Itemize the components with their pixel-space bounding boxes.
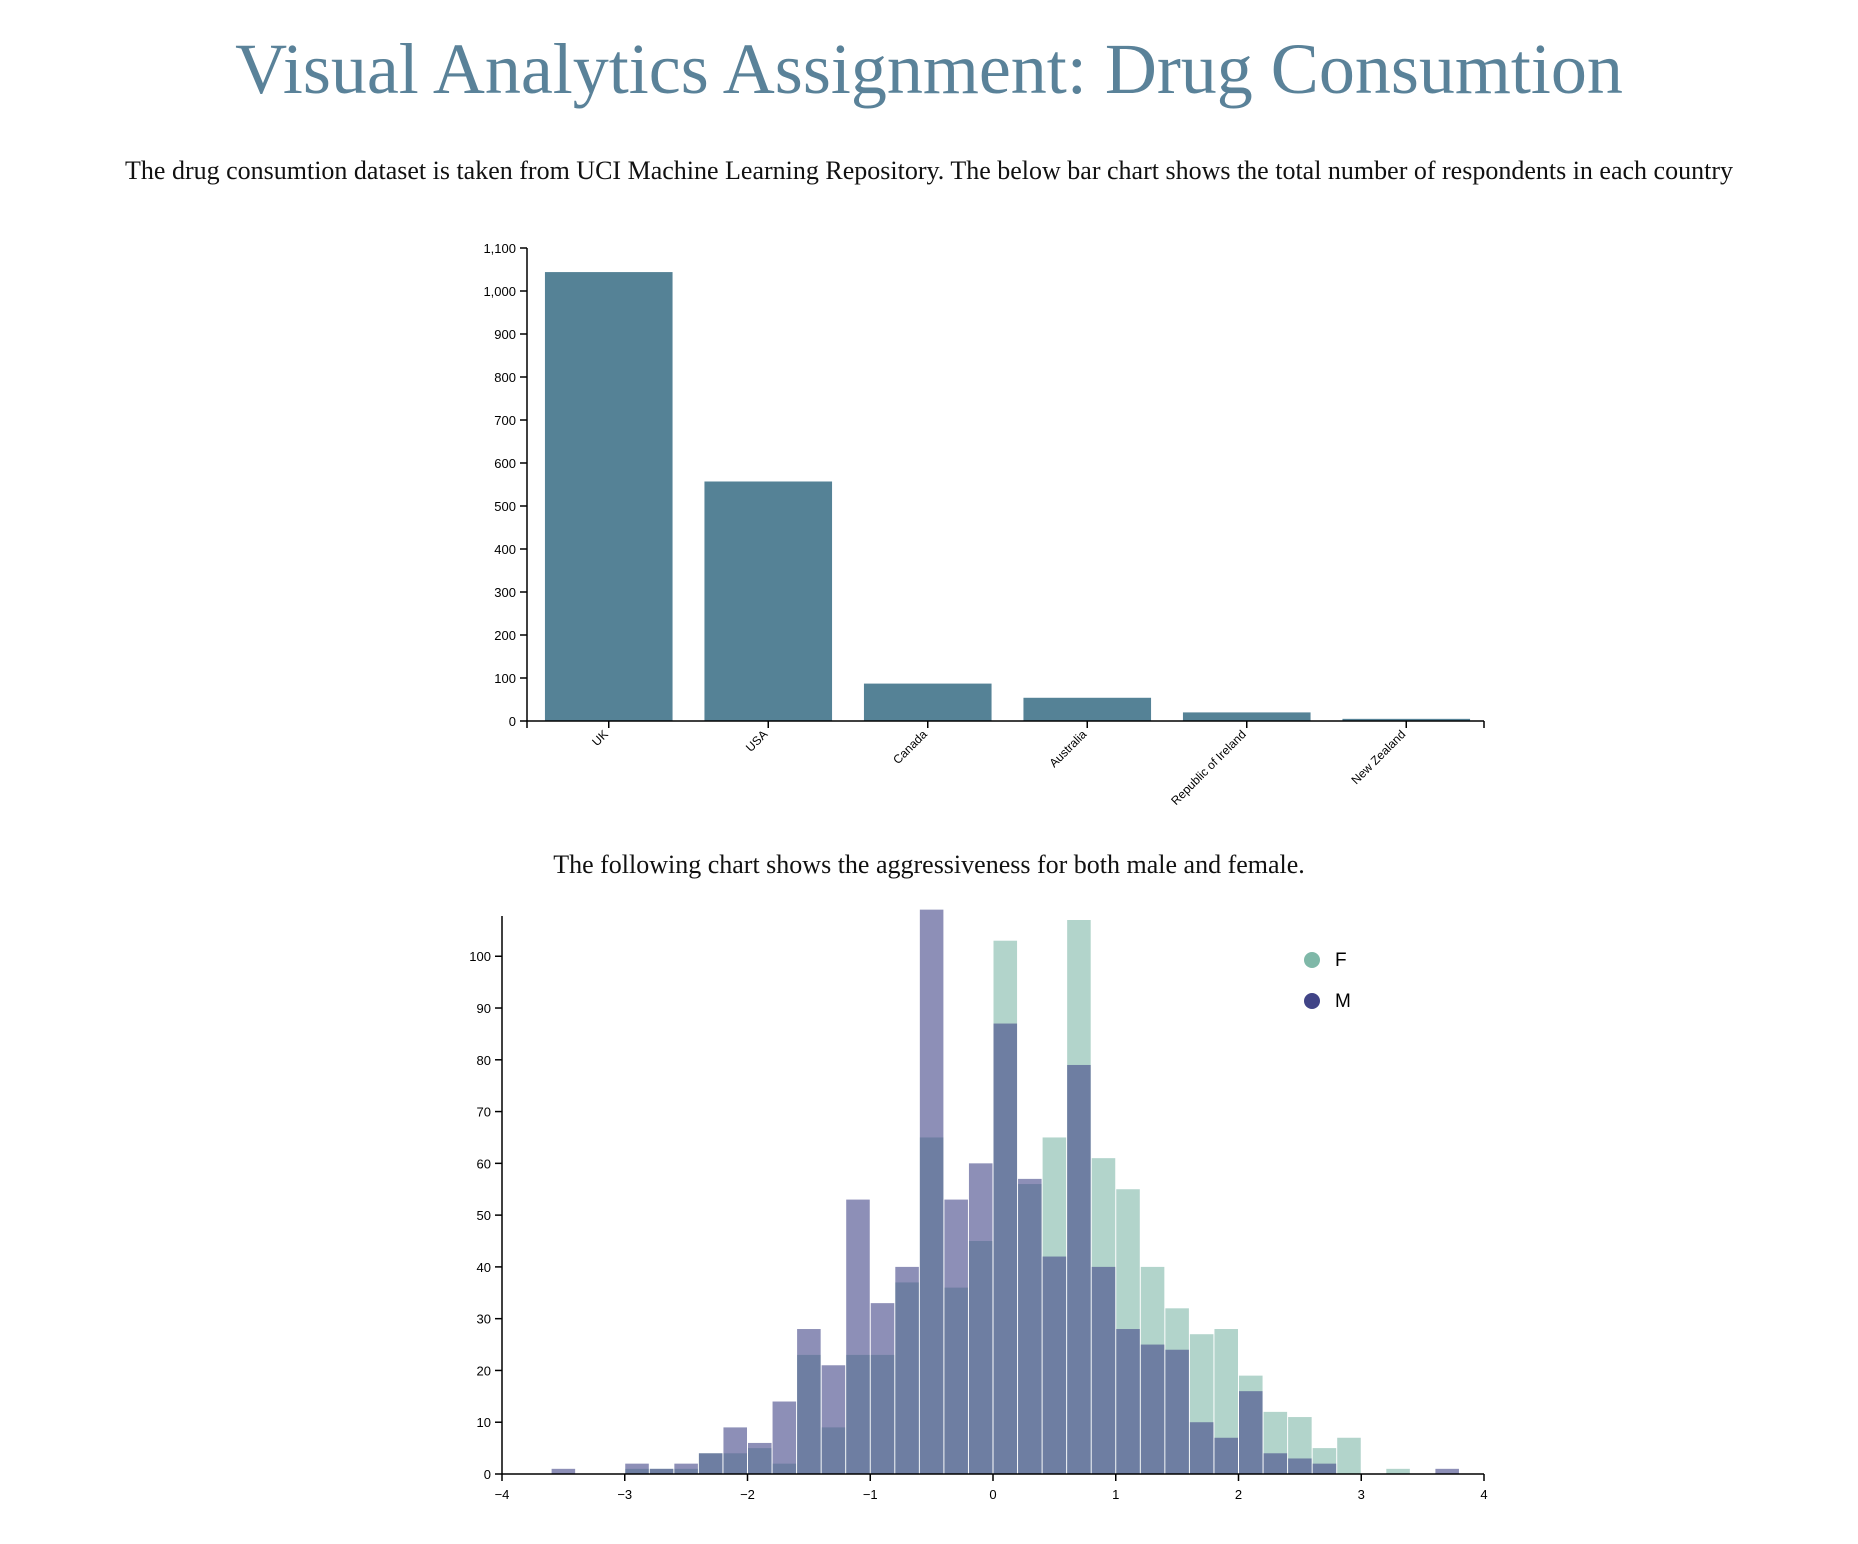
hist-bar-f <box>1337 1437 1361 1474</box>
hist-x-tick-label: 0 <box>989 1487 996 1502</box>
hist-bar-m <box>1067 1064 1091 1474</box>
bar-republic-of-ireland <box>1182 712 1311 721</box>
bar-y-tick-label: 600 <box>494 456 516 471</box>
hist-bar-m <box>674 1463 698 1474</box>
hist-y-tick-label: 100 <box>469 949 491 964</box>
bar-x-axis: UK USA Canada Australia Republic of Ireland N… <box>526 720 1485 808</box>
hist-x-axis: −4 −3 −2 −1 0 1 2 3 4 <box>495 1473 1488 1502</box>
hist-bar-m <box>649 1468 674 1474</box>
aggressiveness-histogram: 0 10 20 30 40 50 60 70 80 90 100 −4 −3 −2 −1 0 1 2 3 4 FM <box>469 909 1488 1502</box>
hist-x-tick-label: 3 <box>1358 1487 1365 1502</box>
hist-y-tick-label: 80 <box>477 1053 491 1068</box>
bar-y-tick-label: 100 <box>494 671 516 686</box>
hist-y-tick-label: 60 <box>477 1156 491 1171</box>
bar-usa <box>704 481 833 721</box>
bar-y-tick-label: 200 <box>494 628 516 643</box>
bar-y-tick-label: 1,100 <box>483 241 516 256</box>
hist-bar-m <box>797 1329 821 1474</box>
female-series <box>625 920 1410 1474</box>
bar-y-tick-label: 1,000 <box>483 284 516 299</box>
hist-bar-m <box>748 1442 772 1474</box>
hist-bar-m <box>1214 1437 1238 1474</box>
hist-bar-m <box>919 909 944 1474</box>
hist-y-tick-label: 40 <box>477 1260 491 1275</box>
hist-bar-m <box>895 1266 919 1474</box>
hist-y-tick-label: 0 <box>484 1467 491 1482</box>
hist-bar-m <box>723 1427 747 1474</box>
bar-y-tick-label: 400 <box>494 542 516 557</box>
hist-bar-m <box>1189 1422 1214 1474</box>
hist-bar-m <box>698 1453 723 1474</box>
bar-new-zealand <box>1342 718 1471 721</box>
bar-y-tick-label: 0 <box>509 714 516 729</box>
male-series <box>551 909 1459 1474</box>
hist-bar-m <box>1288 1458 1312 1474</box>
hist-legend: FM <box>1304 950 1351 1012</box>
bar-y-tick-label: 900 <box>494 327 516 342</box>
hist-x-tick-label: −4 <box>495 1487 510 1502</box>
hist-bar-m <box>1312 1463 1337 1474</box>
hist-bar-m <box>944 1199 968 1474</box>
bar-canada <box>863 683 992 721</box>
hist-y-tick-label: 10 <box>477 1415 491 1430</box>
hist-x-tick-label: −3 <box>617 1487 632 1502</box>
bar-australia <box>1023 697 1152 721</box>
bar-x-tick-label: UK <box>589 727 611 749</box>
hist-y-tick-label: 30 <box>477 1312 491 1327</box>
hist-x-tick-label: 1 <box>1112 1487 1119 1502</box>
hist-bar-m <box>772 1401 797 1474</box>
bar-y-axis: 0 100 200 300 400 500 600 700 800 900 1,000 1,100 <box>483 241 528 729</box>
hist-bar-m <box>551 1468 576 1474</box>
hist-x-tick-label: 4 <box>1480 1487 1487 1502</box>
hist-y-tick-label: 20 <box>477 1363 491 1378</box>
hist-bar-m <box>1239 1391 1263 1474</box>
hist-bar-m <box>1140 1344 1165 1474</box>
bar-x-tick-label: Canada <box>890 727 930 767</box>
legend-marker-m <box>1304 993 1320 1009</box>
hist-bar-m <box>1091 1266 1116 1474</box>
hist-bar-m <box>1165 1349 1189 1474</box>
hist-bar-m <box>625 1463 649 1474</box>
legend-marker-f <box>1304 952 1320 968</box>
hist-x-tick-label: −2 <box>740 1487 755 1502</box>
hist-y-axis: 0 10 20 30 40 50 60 70 80 90 100 <box>469 916 503 1482</box>
hist-y-tick-label: 70 <box>477 1105 491 1120</box>
page-title: Visual Analytics Assignment: Drug Consum… <box>235 29 1623 109</box>
hist-bar-m <box>870 1303 895 1474</box>
bar-series <box>544 272 1471 721</box>
hist-bar-m <box>846 1199 870 1474</box>
legend-label-f: F <box>1335 950 1347 971</box>
hist-x-tick-label: 2 <box>1235 1487 1242 1502</box>
hist-bar-m <box>1116 1329 1140 1474</box>
hist-bar-m <box>968 1163 993 1474</box>
bar-y-tick-label: 800 <box>494 370 516 385</box>
intro-text: The drug consumtion dataset is taken fro… <box>125 156 1733 185</box>
hist-bar-m <box>1435 1468 1459 1474</box>
hist-y-tick-label: 90 <box>477 1001 491 1016</box>
hist-bar-m <box>821 1365 846 1474</box>
bar-y-tick-label: 300 <box>494 585 516 600</box>
hist-bar-m <box>1042 1256 1067 1474</box>
country-bar-chart: 0 100 200 300 400 500 600 700 800 900 1,000 1,100 U… <box>483 241 1485 808</box>
hist-bar-m <box>993 1023 1018 1474</box>
bar-x-tick-label: Australia <box>1046 727 1089 770</box>
bar-x-tick-label: New Zealand <box>1348 727 1408 787</box>
bar-y-tick-label: 700 <box>494 413 516 428</box>
hist-bar-f <box>1386 1468 1410 1474</box>
legend-label-m: M <box>1335 991 1351 1012</box>
hist-x-tick-label: −1 <box>863 1487 878 1502</box>
hist-bar-m <box>1018 1178 1042 1474</box>
bar-x-tick-label: Republic of Ireland <box>1168 727 1249 808</box>
bar-x-tick-label: USA <box>743 727 770 754</box>
bar-uk <box>544 272 673 721</box>
hist-y-tick-label: 50 <box>477 1208 491 1223</box>
hist-bar-m <box>1263 1453 1288 1474</box>
aggressiveness-caption: The following chart shows the aggressive… <box>553 850 1305 879</box>
bar-y-tick-label: 500 <box>494 499 516 514</box>
